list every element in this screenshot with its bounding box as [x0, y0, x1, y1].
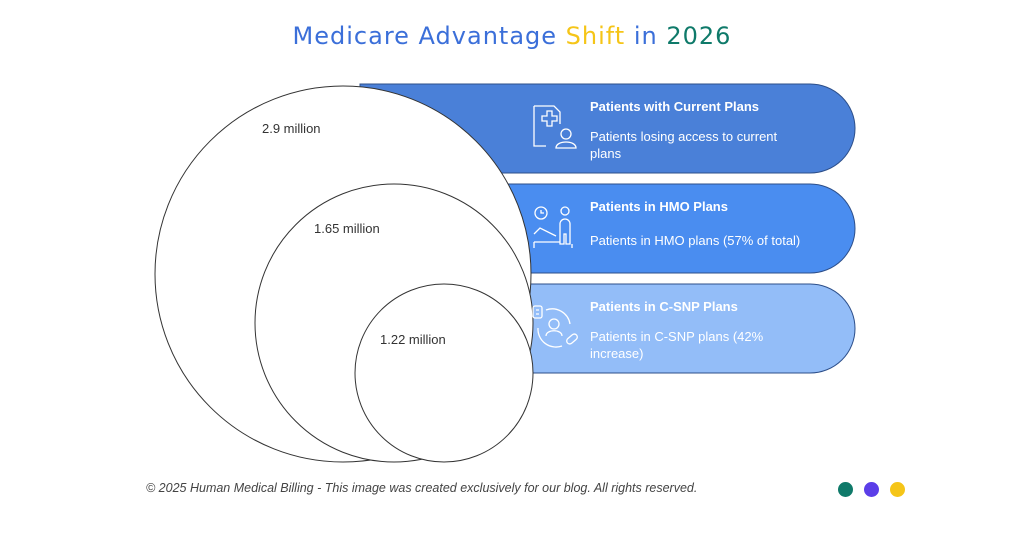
band-description: Patients in C-SNP plans (42% increase): [590, 329, 764, 361]
title-highlight: Shift: [565, 22, 626, 50]
footer-copyright: © 2025 Human Medical Billing - This imag…: [146, 481, 698, 495]
title-part: in: [625, 22, 667, 50]
page-title: Medicare Advantage Shift in 2026: [0, 22, 1024, 50]
band-title: Patients in C-SNP Plans: [590, 299, 738, 314]
band-description: Patients in HMO plans (57% of total): [590, 233, 801, 248]
band-csnp-plans: [449, 283, 856, 374]
patient-clock-icon: [533, 206, 573, 248]
title-year: 2026: [666, 22, 732, 50]
band-description: Patients losing access to current plans: [590, 129, 778, 161]
circle-csnp-plans: [354, 283, 534, 463]
band-text-csnp-plans: Patients in C-SNP Plans Patients in C-SN…: [590, 299, 830, 362]
circle-label: 2.9 million: [262, 121, 321, 136]
patient-care-pill-icon: [532, 305, 578, 348]
decorative-dot-yellow: [890, 482, 905, 497]
decorative-dot-teal: [838, 482, 853, 497]
band-title: Patients in HMO Plans: [590, 199, 728, 214]
circle-label: 1.22 million: [380, 332, 446, 347]
band-title: Patients with Current Plans: [590, 99, 760, 114]
decorative-dot-purple: [864, 482, 879, 497]
circle-label: 1.65 million: [314, 221, 380, 236]
title-part: Medicare Advantage: [292, 22, 566, 50]
band-text-hmo-plans: Patients in HMO Plans Patients in HMO pl…: [590, 199, 830, 249]
band-text-current-plans: Patients with Current Plans Patients los…: [590, 99, 830, 162]
medical-document-user-icon: [533, 105, 577, 149]
